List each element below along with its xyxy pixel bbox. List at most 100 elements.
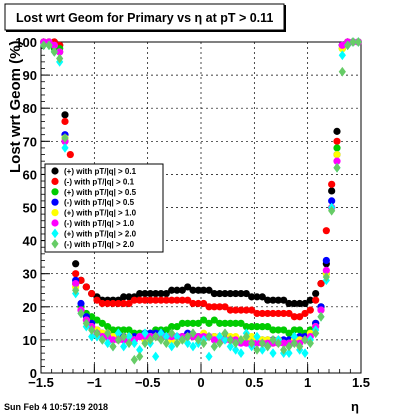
data-point <box>226 319 234 327</box>
data-point <box>290 331 298 342</box>
data-point <box>109 341 117 352</box>
data-point <box>61 117 69 126</box>
data-point <box>130 354 138 365</box>
data-point <box>189 299 197 308</box>
data-point <box>232 319 240 327</box>
data-point <box>162 296 170 304</box>
data-point <box>285 299 293 308</box>
data-point <box>205 303 213 311</box>
data-point <box>66 150 74 159</box>
data-point <box>61 143 69 153</box>
legend-label: (-) with pT/|q| > 0.1 <box>64 177 135 186</box>
data-point <box>216 331 224 342</box>
data-point <box>274 326 282 334</box>
data-point <box>210 289 218 298</box>
data-point <box>221 328 229 339</box>
data-point <box>354 37 362 47</box>
data-point <box>333 127 341 135</box>
data-point <box>226 306 234 314</box>
data-point <box>285 309 293 318</box>
data-point <box>114 335 122 345</box>
data-point <box>216 289 224 298</box>
x-tick-label: −1 <box>87 375 102 390</box>
data-point <box>56 48 64 56</box>
legend-marker <box>51 238 59 249</box>
title-frame <box>4 3 285 31</box>
data-point <box>274 338 282 349</box>
data-point <box>253 339 261 347</box>
data-point <box>136 332 144 341</box>
data-point <box>269 296 277 304</box>
legend: (+) with pT/|q| > 0.1(-) with pT/|q| > 0… <box>44 163 164 253</box>
data-point <box>301 335 309 345</box>
x-tick-label: −0.5 <box>135 375 161 390</box>
data-point <box>136 351 144 362</box>
data-point <box>269 326 277 334</box>
data-point <box>173 323 181 331</box>
x-tick-label: 1 <box>304 375 311 390</box>
data-point <box>328 187 336 195</box>
data-point <box>232 344 240 355</box>
data-point <box>333 162 341 173</box>
data-point <box>189 328 197 339</box>
data-point <box>109 326 117 334</box>
data-point <box>184 296 192 304</box>
data-point <box>146 296 154 304</box>
data-point <box>248 332 256 341</box>
data-point <box>322 256 330 265</box>
legend-label: (-) with pT/|q| > 1.0 <box>64 219 135 228</box>
data-point <box>141 289 149 298</box>
data-point <box>88 325 96 335</box>
data-point <box>77 276 85 284</box>
data-point <box>296 313 304 321</box>
data-point <box>205 351 213 362</box>
data-point <box>109 299 117 308</box>
data-point <box>306 338 314 349</box>
data-point <box>264 323 272 331</box>
x-tick-label: 1.5 <box>352 375 370 390</box>
data-point <box>285 348 293 358</box>
data-point <box>162 338 170 349</box>
data-point <box>45 40 53 51</box>
data-point <box>72 260 80 268</box>
data-point <box>120 331 128 342</box>
data-point <box>93 296 101 304</box>
data-point <box>210 336 218 344</box>
axis-ticks: −1.5 −1 −0.5 0 0.5 1 1.5 0 10 20 30 40 50 60 70 80 90 100 <box>15 35 370 390</box>
data-point <box>237 306 245 314</box>
title-shadow-right <box>284 5 286 32</box>
data-point <box>338 50 346 61</box>
data-point <box>189 341 197 352</box>
data-point <box>280 296 288 304</box>
y-tick-label: 60 <box>23 167 37 182</box>
data-point <box>226 341 234 352</box>
data-point <box>210 303 218 311</box>
title-shadow-bottom <box>6 30 285 32</box>
data-point <box>216 319 224 327</box>
data-point <box>178 286 186 294</box>
data-point <box>338 41 346 49</box>
x-tick-label: 0.5 <box>245 375 263 390</box>
data-point <box>210 316 218 324</box>
y-tick-label: 30 <box>23 267 37 282</box>
data-point <box>50 41 58 49</box>
data-point <box>125 299 133 308</box>
data-point <box>328 205 336 216</box>
data-point <box>248 323 256 331</box>
data-point <box>72 280 80 288</box>
data-point <box>205 319 213 327</box>
legend-marker <box>51 167 59 175</box>
data-point <box>88 313 96 321</box>
data-point <box>104 328 112 339</box>
data-point <box>232 289 240 298</box>
data-point <box>280 344 288 355</box>
x-tick-label: 0 <box>197 375 204 390</box>
data-point <box>184 283 192 291</box>
data-point <box>269 348 277 358</box>
data-point <box>82 318 90 329</box>
data-point <box>178 296 186 304</box>
data-point <box>152 331 160 342</box>
data-point <box>114 299 122 308</box>
data-point <box>109 336 117 344</box>
data-point <box>157 335 165 345</box>
